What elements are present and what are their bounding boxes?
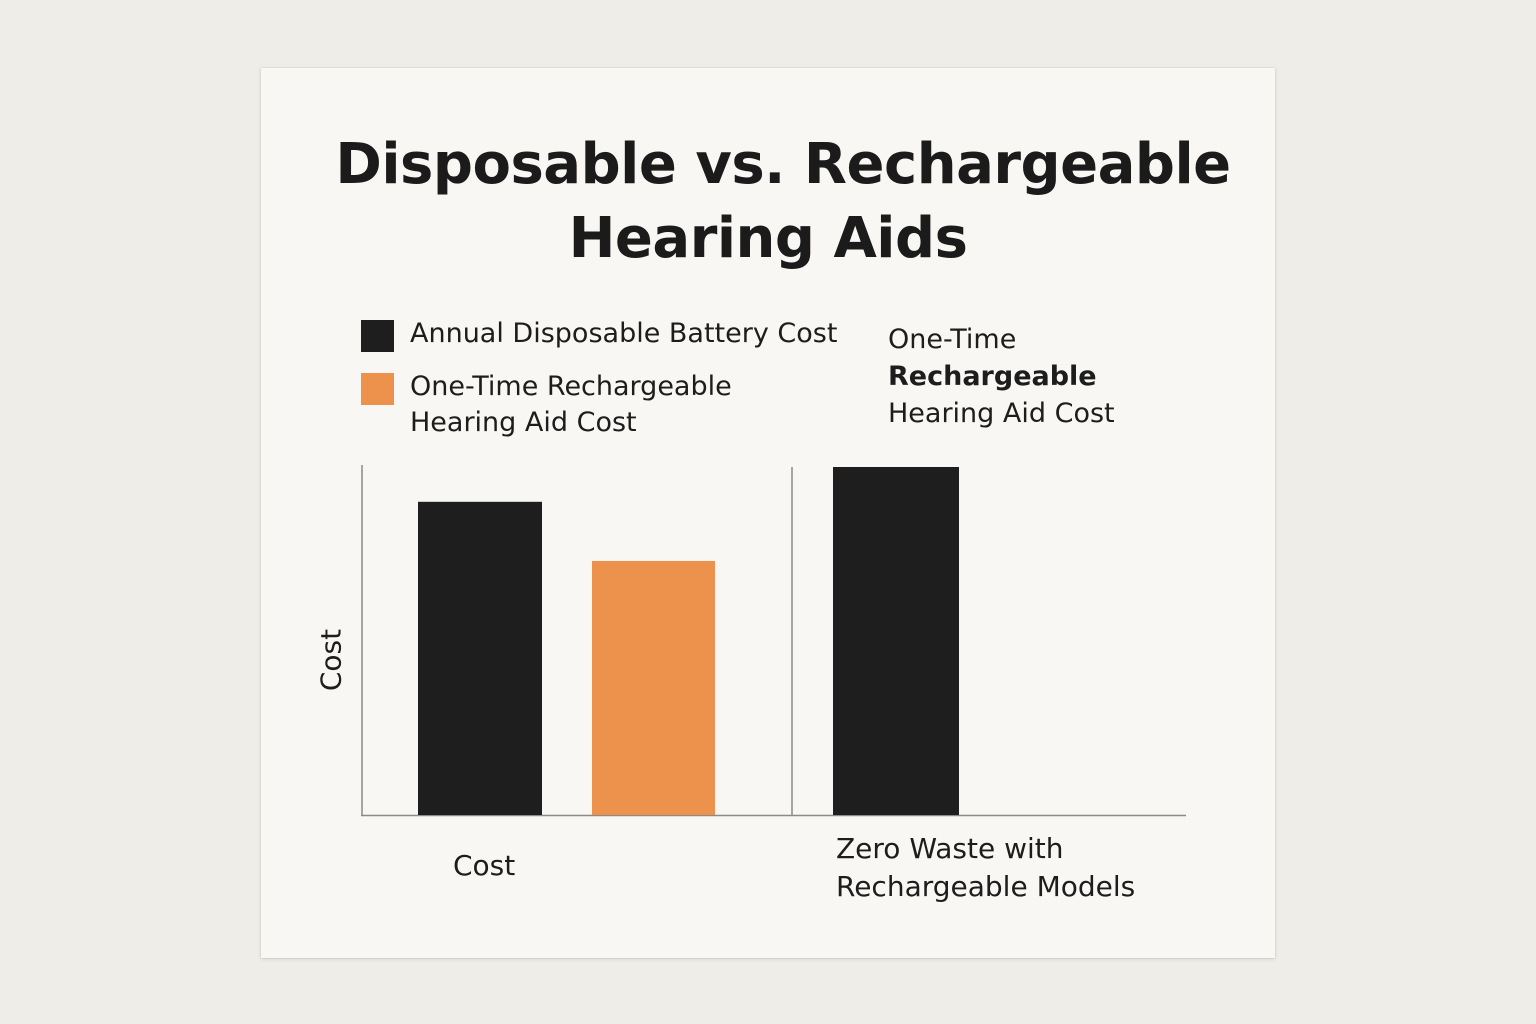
bar-panel-2-1: [833, 467, 959, 815]
chart-title: Disposable vs. Rechargeable Hearing Aids: [0, 128, 1536, 276]
chart-title-line-2: Hearing Aids: [568, 206, 968, 271]
legend-label-rechargeable-line-2: Hearing Aid Cost: [410, 407, 637, 438]
chart-title-line-1: Disposable vs. Rechargeable: [335, 132, 1231, 197]
bar-panel-1-2: [592, 560, 715, 815]
x-category-label-zero-waste-line-1: Zero Waste with: [836, 832, 1064, 865]
legend-swatch-disposable: [361, 320, 394, 352]
annotation-line-1: One-Time: [888, 324, 1017, 355]
x-category-label-zero-waste: Zero Waste with Rechargeable Models: [836, 830, 1135, 906]
annotation-line-3: Hearing Aid Cost: [888, 398, 1115, 429]
legend-label-disposable-line-1: Annual Disposable Battery Cost: [410, 318, 838, 349]
x-category-label-cost-line-1: Cost: [453, 849, 516, 882]
bar-panel-1-1: [418, 501, 542, 815]
legend-swatch-rechargeable: [361, 373, 394, 405]
bars-group: [418, 467, 959, 815]
annotation-line-2: Rechargeable: [888, 361, 1097, 392]
legend-label-disposable: Annual Disposable Battery Cost: [410, 316, 837, 352]
legend-item-disposable: Annual Disposable Battery Cost: [361, 318, 837, 352]
legend-label-rechargeable: One-Time Rechargeable Hearing Aid Cost: [410, 369, 732, 441]
annotation-one-time-rechargeable: One-Time Rechargeable Hearing Aid Cost: [888, 321, 1115, 432]
legend-item-rechargeable: One-Time Rechargeable Hearing Aid Cost: [361, 371, 732, 441]
legend-label-rechargeable-line-1: One-Time Rechargeable: [410, 371, 732, 402]
x-category-label-zero-waste-line-2: Rechargeable Models: [836, 870, 1136, 903]
x-category-label-cost: Cost: [453, 847, 515, 885]
